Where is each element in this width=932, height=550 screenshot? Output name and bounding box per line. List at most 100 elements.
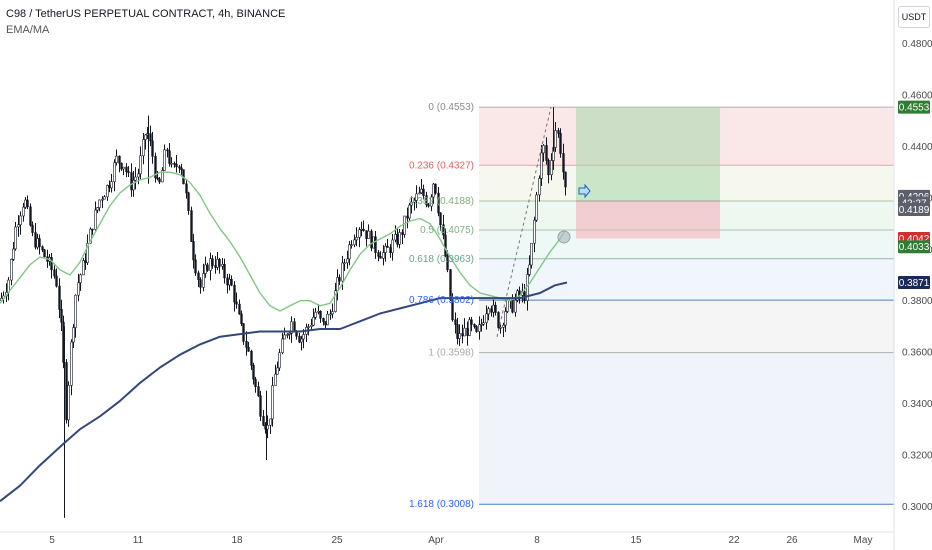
candle-up: [106, 185, 109, 198]
candle-up: [307, 326, 310, 328]
time-tick-label: 22: [728, 535, 740, 546]
candle-down: [173, 163, 176, 165]
candle-down: [58, 285, 61, 310]
candle-down: [60, 308, 63, 323]
candle-down: [211, 258, 214, 266]
candle-up: [360, 228, 363, 231]
candle-down: [564, 171, 567, 188]
candle-up: [410, 201, 413, 206]
candle-up: [221, 264, 224, 267]
candle-up: [10, 259, 13, 281]
candle-down: [230, 278, 233, 286]
candle-up: [408, 204, 411, 219]
price-tag-label: 0.4553: [899, 103, 930, 114]
candle-down: [324, 321, 327, 326]
price-tag-label: 0.4189: [899, 205, 930, 216]
candle-up: [36, 238, 39, 248]
cursor-hand-icon: [578, 183, 591, 199]
candle-up: [202, 273, 205, 288]
currency-button[interactable]: USDT: [898, 6, 930, 28]
candle-up: [538, 178, 541, 196]
price-tick-label: 0.3800: [902, 296, 932, 307]
candle-up: [514, 299, 517, 313]
price-tick-label: 0.4600: [902, 91, 932, 102]
candle-down: [192, 241, 195, 261]
time-tick-label: 25: [331, 535, 343, 546]
candle-up: [269, 418, 272, 426]
candle-up: [122, 166, 125, 170]
candle-down: [187, 192, 190, 211]
candle-up: [353, 239, 356, 245]
candle-up: [499, 326, 502, 329]
candle-down: [252, 364, 255, 380]
candle-up: [170, 163, 173, 165]
candle-up: [430, 196, 433, 207]
candle-up: [77, 282, 80, 296]
candle-down: [262, 416, 265, 426]
candle-down: [154, 156, 157, 179]
candle-down: [374, 236, 377, 253]
candle-up: [358, 229, 361, 238]
candle-up: [336, 277, 339, 292]
candle-down: [175, 163, 178, 168]
price-tick-label: 0.4800: [902, 39, 932, 50]
fib-level-label: 0.618 (0.3963): [409, 254, 474, 265]
symbol-title[interactable]: C98 / TetherUS PERPETUAL CONTRACT, 4h, B…: [6, 8, 286, 20]
candle-up: [394, 234, 397, 241]
candle-up: [331, 311, 334, 315]
time-tick-label: 18: [231, 535, 243, 546]
candle-down: [466, 327, 469, 336]
candle-up: [22, 206, 25, 217]
candle-up: [504, 311, 507, 326]
candle-up: [19, 215, 22, 226]
marker-circle: [557, 230, 571, 244]
candle-down: [242, 323, 245, 342]
candle-down: [118, 155, 121, 164]
candle-up: [204, 264, 207, 274]
candle-down: [338, 277, 341, 282]
candle-up: [163, 149, 166, 171]
candle-down: [29, 206, 32, 226]
candle-up: [290, 321, 293, 334]
candle-up: [228, 278, 231, 286]
candle-up: [403, 215, 406, 235]
candle-up: [540, 152, 543, 179]
candle-down: [166, 149, 169, 152]
candle-down: [365, 230, 368, 239]
position-profit-zone: [576, 107, 720, 201]
candle-up: [420, 188, 423, 194]
candle-down: [298, 335, 301, 343]
price-tag: [898, 100, 930, 114]
candle-down: [120, 162, 123, 170]
candle-down: [41, 246, 44, 251]
candle-down: [240, 313, 243, 324]
candle-up: [115, 155, 118, 164]
candle-up: [209, 258, 212, 271]
candle-up: [89, 228, 92, 244]
candle-down: [494, 304, 497, 313]
price-tag-label: 0.4033: [899, 242, 930, 253]
candle-up: [542, 145, 545, 154]
candle-down: [379, 256, 382, 259]
candle-down: [223, 264, 226, 279]
candle-down: [401, 232, 404, 235]
candle-up: [286, 334, 289, 336]
candle-up: [274, 373, 277, 386]
candle-down: [319, 310, 322, 319]
indicator-label[interactable]: EMA/MA: [6, 24, 50, 36]
candle-up: [312, 317, 315, 326]
candle-up: [367, 230, 370, 239]
candles: [0, 107, 567, 518]
candle-down: [396, 234, 399, 245]
candle-down: [158, 178, 161, 183]
candle-down: [26, 199, 29, 208]
candle-up: [550, 160, 553, 176]
fibonacci-labels: 0 (0.4553) 0.236 (0.4327) 0.382 (0.4188) 0.…: [409, 102, 474, 510]
candle-down: [50, 257, 53, 271]
candle-down: [257, 386, 260, 397]
candle-up: [101, 198, 104, 201]
candle-down: [151, 140, 154, 157]
candle-up: [487, 308, 490, 315]
candle-up: [334, 290, 337, 312]
